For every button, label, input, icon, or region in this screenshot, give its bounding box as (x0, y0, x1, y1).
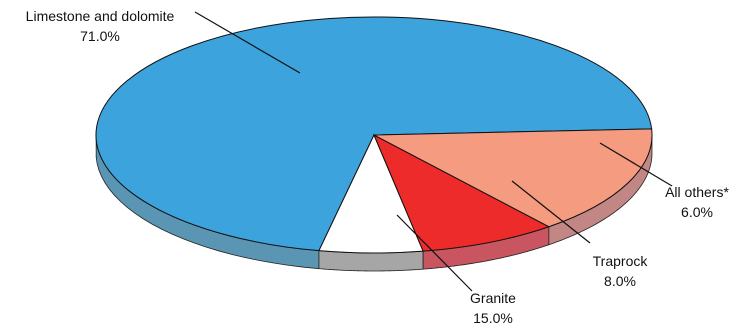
slice-label-granite: Granite (470, 290, 516, 306)
pie-top-faces (95, 16, 653, 254)
slice-label-traprock: Traprock (593, 253, 649, 269)
pie-slice-traprock (372, 133, 551, 252)
slice-labels: Limestone and dolomite 71.0% All others*… (26, 8, 730, 326)
slice-label-limestone: Limestone and dolomite (26, 8, 175, 24)
slice-percent-traprock: 8.0% (604, 273, 636, 289)
pie-side-all-others (318, 250, 424, 272)
slice-label-all-others: All others* (665, 184, 729, 200)
leader-line-limestone (194, 11, 301, 74)
leader-lines (194, 11, 673, 292)
pie-slice-limestone-and-dolomite (95, 16, 653, 252)
pie-side-walls (95, 135, 653, 272)
leader-line-granite (396, 214, 473, 292)
slice-percent-all-others: 6.0% (681, 204, 713, 220)
slice-percent-granite: 15.0% (473, 310, 513, 326)
pie-slice-granite (373, 128, 653, 228)
leader-line-all-others (599, 142, 673, 187)
leader-line-traprock (511, 180, 591, 244)
slice-percent-limestone: 71.0% (80, 28, 120, 44)
